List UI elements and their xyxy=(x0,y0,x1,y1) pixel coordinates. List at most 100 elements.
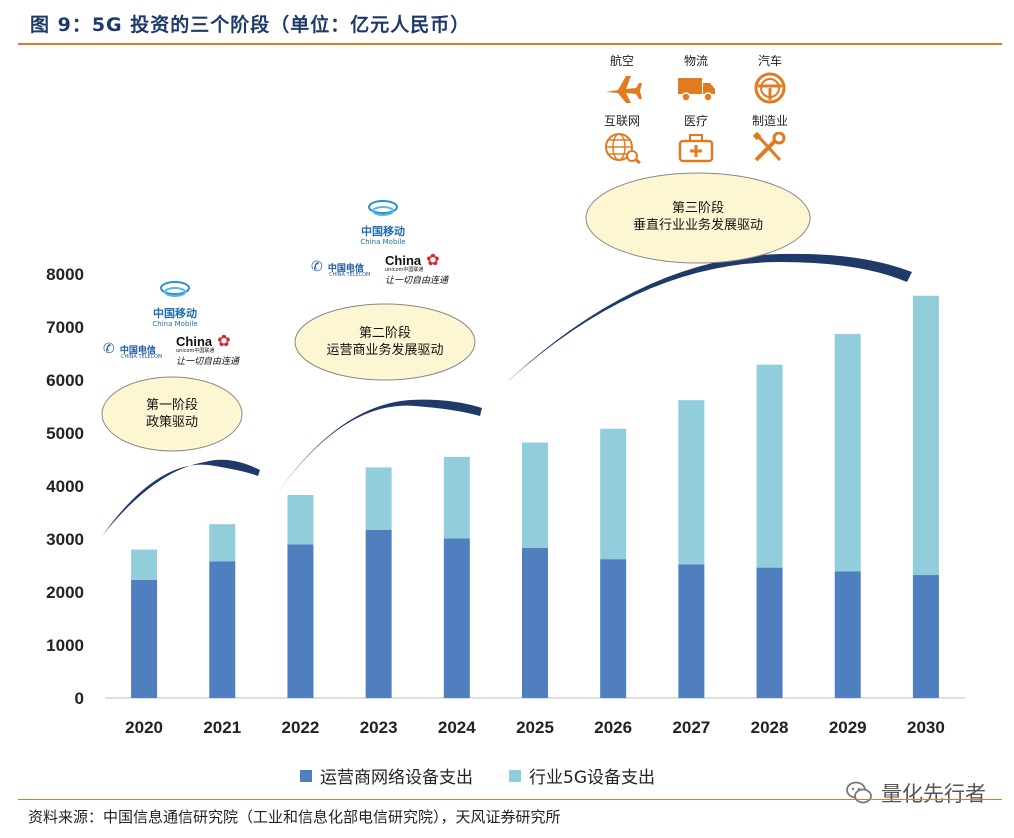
bars xyxy=(131,295,939,698)
stage3-ellipse xyxy=(585,172,811,264)
bar-operator xyxy=(443,538,470,698)
china-telecom-logo-2: ✆ 中国电信 CHINA TELECOM xyxy=(311,256,383,280)
wechat-icon xyxy=(846,781,872,804)
china-unicom-slogan: 让一切自由连通 xyxy=(176,357,240,367)
y-tick-label: 6000 xyxy=(46,371,84,390)
china-mobile-logo-2: 中国移动 China Mobile xyxy=(349,198,417,248)
industry-automotive-label: 汽车 xyxy=(757,54,782,68)
stage1-curve xyxy=(102,459,260,536)
bar-operator xyxy=(678,564,705,698)
bar-operator xyxy=(131,579,158,698)
y-tick-label: 3000 xyxy=(46,530,84,549)
china-telecom-en: CHINA TELECOM xyxy=(121,354,163,360)
china-mobile-en: China Mobile xyxy=(152,320,198,328)
figure-title: 图 9：5G 投资的三个阶段（单位：亿元人民币） xyxy=(30,14,471,36)
china-unicom-slogan-2: 让一切自由连通 xyxy=(385,276,449,286)
medical-kit-icon xyxy=(678,134,714,163)
china-unicom-sub-2: unicom中国联通 xyxy=(385,267,424,273)
china-telecom-icon: ✆ xyxy=(103,341,115,357)
bar-operator xyxy=(522,548,548,698)
industry-medical: 医疗 xyxy=(668,112,724,168)
x-tick-label: 2029 xyxy=(829,718,867,737)
y-tick-label: 4000 xyxy=(46,477,84,496)
china-telecom-name-2: 中国电信 xyxy=(327,264,364,274)
stage2-curve xyxy=(278,399,482,492)
bar-operator xyxy=(834,571,861,698)
x-tick-label: 2026 xyxy=(594,718,632,737)
bar-industry xyxy=(678,400,705,565)
bar-operator xyxy=(912,575,939,698)
legend-item-operator: 运营商网络设备支出 xyxy=(300,763,473,788)
bar-operator xyxy=(365,529,392,698)
stage3-label: 第三阶段 垂直行业业务发展驱动 xyxy=(598,200,798,234)
legend-swatch-industry xyxy=(509,769,521,782)
stage2-line2: 运营商业务发展驱动 xyxy=(326,343,444,358)
y-tick-label: 2000 xyxy=(46,583,84,602)
china-unicom-knot-icon: ✿ xyxy=(217,331,231,350)
china-unicom-name: China xyxy=(176,334,213,349)
watermark: 量化先行者 xyxy=(845,778,986,808)
industry-aviation: 航空 xyxy=(594,52,650,108)
bar-industry xyxy=(600,428,627,560)
stage3-curve xyxy=(506,253,912,383)
industry-manufacturing: 制造业 xyxy=(742,112,798,168)
truck-icon xyxy=(678,78,715,102)
china-telecom-en-2: CHINA TELECOM xyxy=(329,272,371,278)
x-tick-label: 2025 xyxy=(516,718,554,737)
bar-industry xyxy=(365,467,392,530)
china-telecom-logo: ✆ 中国电信 CHINA TELECOM xyxy=(103,338,173,362)
china-unicom-logo-2: China ✿ unicom中国联通 让一切自由连通 xyxy=(385,250,463,292)
x-tick-label: 2024 xyxy=(438,718,476,737)
x-tick-label: 2020 xyxy=(125,718,163,737)
china-mobile-logo: 中国移动 China Mobile xyxy=(140,278,210,330)
stage3-line2: 垂直行业业务发展驱动 xyxy=(632,218,763,233)
source-note: 资料来源：中国信息通信研究院（工业和信息化部电信研究院），天风证券研究所 xyxy=(28,808,561,826)
x-tick-label: 2027 xyxy=(672,718,710,737)
bar-industry xyxy=(209,524,236,562)
legend-swatch-operator xyxy=(300,769,312,782)
y-axis: 0 1000 2000 3000 4000 5000 6000 7000 8000 xyxy=(46,265,84,708)
bar-operator xyxy=(287,544,314,698)
china-telecom-icon-2: ✆ xyxy=(311,259,323,275)
legend-item-industry: 行业5G设备支出 xyxy=(509,763,655,788)
stage2-line1: 第二阶段 xyxy=(358,326,411,341)
wrench-screwdriver-icon xyxy=(752,131,786,162)
x-tick-label: 2022 xyxy=(282,718,320,737)
industry-aviation-label: 航空 xyxy=(609,54,634,68)
industry-internet-label: 互联网 xyxy=(603,114,640,128)
china-mobile-name-2: 中国移动 xyxy=(361,225,405,238)
china-unicom-logo: China ✿ unicom中国联通 让一切自由连通 xyxy=(176,331,254,375)
bar-industry xyxy=(131,549,158,580)
legend: 运营商网络设备支出 行业5G设备支出 xyxy=(300,763,655,788)
y-tick-label: 1000 xyxy=(46,636,84,655)
industry-logistics: 物流 xyxy=(668,52,724,108)
stage1-line1: 第一阶段 xyxy=(145,398,198,413)
stage1-line2: 政策驱动 xyxy=(145,415,198,430)
y-tick-label: 0 xyxy=(75,689,84,708)
bar-operator xyxy=(209,561,236,698)
stage3-line1: 第三阶段 xyxy=(671,201,724,216)
x-tick-label: 2028 xyxy=(751,718,789,737)
x-axis: 2020 2021 2022 2023 2024 2025 2026 2027 2028 2029… xyxy=(125,718,945,737)
stage2-label: 第二阶段 运营商业务发展驱动 xyxy=(300,325,470,359)
y-tick-label: 5000 xyxy=(46,424,84,443)
airplane-icon xyxy=(606,76,642,103)
china-mobile-en-2: China Mobile xyxy=(360,238,406,246)
x-tick-label: 2023 xyxy=(360,718,398,737)
china-mobile-icon xyxy=(160,281,190,297)
legend-label-operator: 运营商网络设备支出 xyxy=(320,768,473,788)
x-tick-label: 2030 xyxy=(907,718,945,737)
stage1-label: 第一阶段 政策驱动 xyxy=(112,397,232,431)
industry-logistics-label: 物流 xyxy=(683,54,708,68)
stage1-ellipse xyxy=(101,376,243,452)
china-unicom-knot-icon-2: ✿ xyxy=(426,250,440,269)
title-rule xyxy=(18,43,1002,45)
china-telecom-name: 中国电信 xyxy=(119,346,156,356)
legend-label-industry: 行业5G设备支出 xyxy=(529,768,655,788)
bar-industry xyxy=(287,495,314,545)
bar-industry xyxy=(756,364,783,568)
bar-operator xyxy=(756,567,783,698)
china-mobile-icon-2 xyxy=(368,200,398,216)
bar-industry xyxy=(912,295,939,576)
